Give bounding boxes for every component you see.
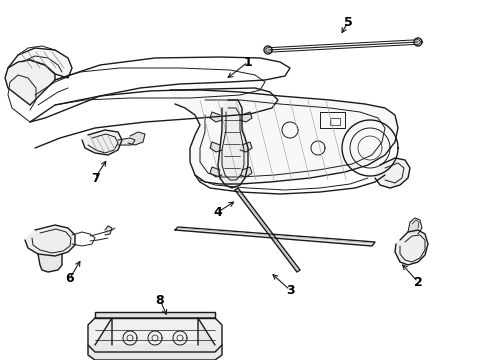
Polygon shape bbox=[240, 142, 252, 152]
Polygon shape bbox=[218, 100, 248, 188]
Polygon shape bbox=[8, 48, 72, 78]
Polygon shape bbox=[175, 227, 375, 246]
Polygon shape bbox=[82, 130, 122, 155]
Text: 1: 1 bbox=[244, 55, 252, 68]
Text: 2: 2 bbox=[414, 275, 422, 288]
Polygon shape bbox=[408, 218, 422, 234]
Polygon shape bbox=[170, 90, 398, 184]
Polygon shape bbox=[395, 230, 428, 265]
Polygon shape bbox=[88, 345, 222, 360]
Text: 5: 5 bbox=[343, 15, 352, 28]
Polygon shape bbox=[95, 312, 215, 318]
Polygon shape bbox=[105, 226, 112, 235]
Polygon shape bbox=[210, 112, 222, 122]
Polygon shape bbox=[38, 254, 62, 272]
Text: 8: 8 bbox=[156, 293, 164, 306]
Polygon shape bbox=[235, 188, 300, 272]
Text: 7: 7 bbox=[91, 171, 99, 184]
Text: 3: 3 bbox=[286, 284, 294, 297]
Polygon shape bbox=[5, 60, 55, 105]
Polygon shape bbox=[198, 318, 215, 345]
Polygon shape bbox=[128, 132, 145, 145]
Polygon shape bbox=[375, 158, 410, 188]
Polygon shape bbox=[88, 318, 222, 352]
Polygon shape bbox=[25, 225, 75, 256]
Text: 4: 4 bbox=[214, 206, 222, 219]
Polygon shape bbox=[210, 142, 222, 152]
Polygon shape bbox=[240, 167, 252, 177]
Polygon shape bbox=[240, 112, 252, 122]
Polygon shape bbox=[118, 138, 135, 145]
Text: 6: 6 bbox=[66, 271, 74, 284]
Polygon shape bbox=[210, 167, 222, 177]
Polygon shape bbox=[95, 318, 112, 345]
